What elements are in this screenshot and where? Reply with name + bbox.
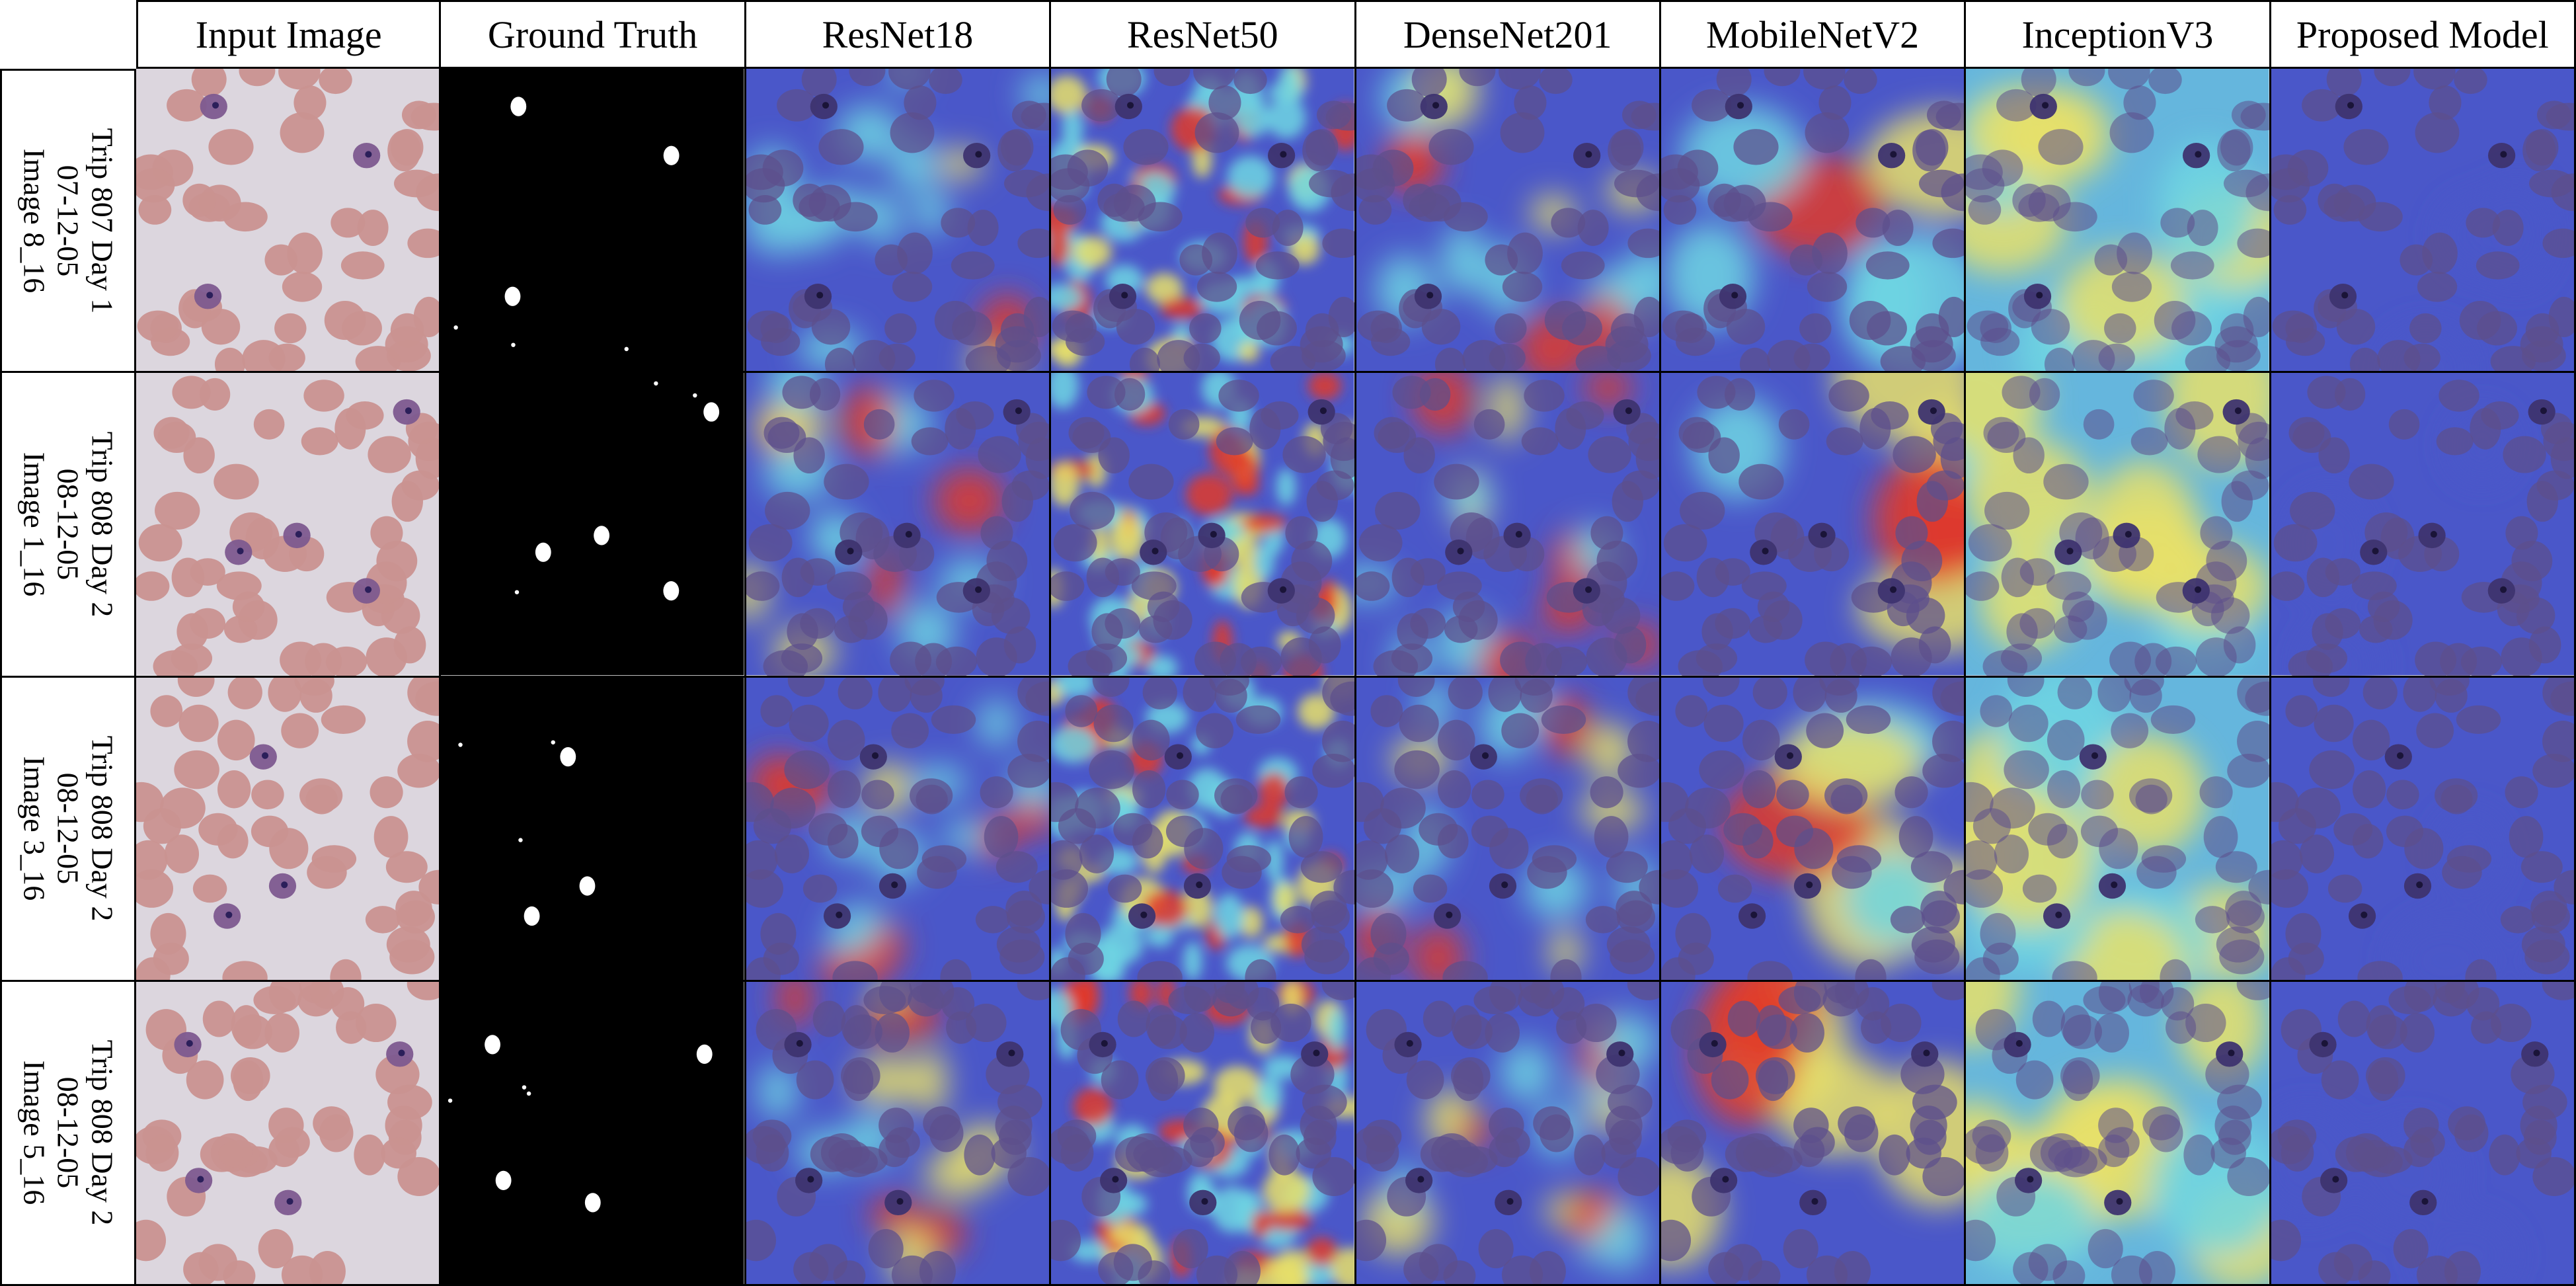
row-label-line1: Trip 808 Day 2: [85, 431, 120, 618]
col-header-resnet50: ResNet50: [1051, 0, 1356, 69]
cell-ground-truth-mask: [441, 677, 746, 982]
cell-input-image: [136, 69, 442, 374]
row-label-line2: 08-12-05: [51, 1077, 85, 1189]
col-header-proposed-model: Proposed Model: [2271, 0, 2576, 69]
row-label-line1: Trip 808 Day 2: [85, 735, 120, 922]
cell-densenet201-heatmap: [1356, 677, 1661, 982]
cell-proposed-model-heatmap: [2271, 981, 2576, 1286]
row-label-line2: 07-12-05: [51, 165, 85, 277]
cell-inceptionv3-heatmap: [1966, 981, 2271, 1286]
cell-ground-truth-mask: [441, 69, 746, 374]
row-label-line3: Image 5_16: [17, 1061, 52, 1205]
cell-mobilenetv2-heatmap: [1660, 677, 1967, 982]
col-header-resnet18: ResNet18: [746, 0, 1052, 69]
cell-proposed-model-heatmap: [2271, 677, 2576, 982]
row-label-line1: Trip 807 Day 1: [85, 128, 120, 314]
col-header-densenet201: DenseNet201: [1356, 0, 1661, 69]
cell-inceptionv3-heatmap: [1966, 69, 2271, 374]
cell-input-image: [136, 981, 442, 1286]
cell-input-image: [136, 677, 442, 982]
cell-ground-truth-mask: [441, 373, 746, 678]
cell-input-image: [136, 373, 442, 678]
row-label-line1: Trip 808 Day 2: [85, 1040, 120, 1226]
col-header-inceptionv3: InceptionV3: [1966, 0, 2271, 69]
cell-inceptionv3-heatmap: [1966, 677, 2271, 982]
col-header-mobilenetv2: MobileNetV2: [1660, 0, 1967, 69]
cell-proposed-model-heatmap: [2271, 373, 2576, 678]
row-label-line3: Image 3_16: [17, 756, 52, 901]
cell-resnet18-heatmap: [746, 677, 1052, 982]
row-label-line3: Image 1_16: [17, 452, 52, 597]
cell-densenet201-heatmap: [1356, 981, 1661, 1286]
corner-blank: [0, 0, 136, 69]
cell-resnet18-heatmap: [746, 981, 1052, 1286]
cell-ground-truth-mask: [441, 981, 746, 1286]
row-label-2: Trip 808 Day 2 08-12-05 Image 1_16: [0, 373, 136, 678]
row-label-line3: Image 8_16: [17, 148, 52, 294]
cell-mobilenetv2-heatmap: [1660, 981, 1967, 1286]
row-label-line2: 08-12-05: [51, 772, 85, 885]
cell-resnet18-heatmap: [746, 69, 1052, 374]
cell-densenet201-heatmap: [1356, 373, 1661, 678]
cell-resnet18-heatmap: [746, 373, 1052, 678]
row-label-1: Trip 807 Day 1 07-12-05 Image 8_16: [0, 69, 136, 374]
cell-proposed-model-heatmap: [2271, 69, 2576, 374]
cell-resnet50-heatmap: [1051, 677, 1356, 982]
row-label-4: Trip 808 Day 2 08-12-05 Image 5_16: [0, 981, 136, 1286]
cell-resnet50-heatmap: [1051, 373, 1356, 678]
cell-mobilenetv2-heatmap: [1660, 373, 1967, 678]
cell-densenet201-heatmap: [1356, 69, 1661, 374]
col-header-input-image: Input Image: [136, 0, 442, 69]
row-label-line2: 08-12-05: [51, 468, 85, 581]
cell-inceptionv3-heatmap: [1966, 373, 2271, 678]
cell-resnet50-heatmap: [1051, 981, 1356, 1286]
cell-resnet50-heatmap: [1051, 69, 1356, 374]
col-header-ground-truth: Ground Truth: [441, 0, 746, 69]
cell-mobilenetv2-heatmap: [1660, 69, 1967, 374]
row-label-3: Trip 808 Day 2 08-12-05 Image 3_16: [0, 677, 136, 982]
